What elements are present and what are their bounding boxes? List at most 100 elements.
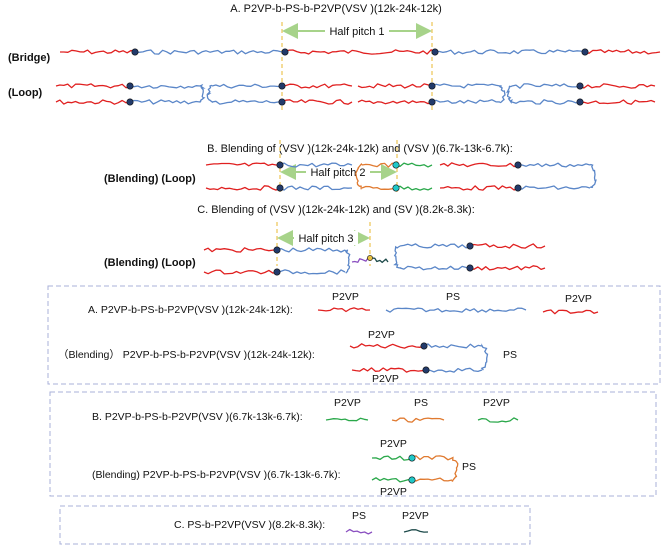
ps-loop-turn (206, 84, 214, 104)
p2vp-block (439, 162, 519, 168)
legend-b-p2vp-right: P2VP (483, 397, 510, 409)
ps-short-block (411, 477, 453, 482)
ps-loop-turn (199, 83, 206, 103)
block-junction (408, 476, 416, 484)
ps-sv-block (351, 257, 369, 263)
legend-b-blending-label: (Blending) P2VP-b-PS-b-P2VP(VSV )(6.7k-1… (92, 469, 341, 481)
legend-c-p2vp: P2VP (402, 510, 429, 522)
block-junction (278, 82, 286, 90)
legend-a-label: A. P2VP-b-PS-b-P2VP(VSV )(12k-24k-12k): (88, 304, 293, 316)
block-junction (514, 184, 522, 192)
block-junction (581, 48, 589, 56)
block-junction (428, 82, 436, 90)
p2vp-block (439, 185, 519, 191)
legend-p2vp-sv-chain (403, 529, 429, 533)
legend-a-p2vp-right: P2VP (565, 293, 592, 305)
legend-box-2 (49, 391, 657, 497)
ps-short-block (361, 185, 397, 190)
ps-loop-turn (451, 456, 459, 482)
ps-block (399, 243, 471, 249)
ps-block (211, 83, 283, 89)
half-pitch-3-label-bg (294, 231, 358, 245)
block-junction (408, 454, 416, 462)
p2vp-short-block (395, 185, 433, 191)
legend-a-blending-label: （Blending） P2VP-b-PS-b-P2VP(VSV )(12k-24… (58, 349, 315, 361)
ps-loop-turn (498, 85, 506, 104)
legend-box-1 (47, 285, 661, 385)
ps-block (431, 83, 501, 89)
block-junction (428, 98, 436, 106)
ps-loop-turn (393, 245, 402, 269)
p2vp-block (60, 49, 136, 55)
loop-label: (Loop) (8, 87, 43, 99)
ps-loop-turn (589, 163, 597, 189)
ps-block (434, 49, 586, 55)
legend-c-label: C. PS-b-P2VP(VSV )(8.2k-8.3k): (174, 519, 325, 531)
legend-c-ps: PS (352, 510, 366, 522)
p2vp-short-block (371, 477, 413, 483)
ps-short-block (411, 455, 453, 461)
p2vp-short-block (395, 162, 433, 168)
legend-p2vp-chain (317, 307, 371, 313)
legend-box-3 (59, 505, 531, 545)
half-pitch-2-label-bg (306, 165, 370, 179)
p2vp-block (205, 185, 281, 191)
block-junction (281, 48, 289, 56)
ps-block (279, 162, 353, 168)
block-junction (576, 98, 584, 106)
legend-3-chains (345, 528, 429, 535)
ps-block (276, 269, 346, 275)
section-b-chains (205, 161, 597, 192)
legend-ps-chain (385, 307, 527, 313)
block-junction (420, 342, 428, 350)
p2vp-block (203, 247, 278, 253)
p2vp-block (284, 49, 361, 55)
ps-block (431, 99, 501, 104)
p2vp-block (281, 83, 353, 89)
p2vp-block (469, 265, 546, 271)
ps-block (518, 162, 591, 168)
legend-b-blend-ps: PS (462, 461, 476, 473)
legend-ps-sv-chain (345, 528, 373, 535)
block-junction (276, 184, 284, 192)
legend-b-label: B. P2VP-b-PS-b-P2VP(VSV )(6.7k-13k-6.7k)… (92, 411, 303, 423)
p2vp-block (55, 83, 131, 89)
p2vp-block (281, 99, 353, 105)
half-pitch-2-label: Half pitch 2 (310, 167, 365, 179)
p2vp-block (357, 83, 433, 89)
p2vp-block (579, 99, 656, 105)
block-junction (466, 242, 474, 250)
ps-loop-turn (506, 85, 513, 104)
legend-a-blend-p2vp-bottom: P2VP (372, 373, 399, 385)
p2vp-block (359, 49, 436, 55)
block-junction (278, 98, 286, 106)
legend-p2vp-short-chain (325, 417, 369, 422)
bridge-label: (Bridge) (8, 52, 51, 64)
block-junction (367, 255, 373, 261)
ps-loop-turn (344, 249, 351, 274)
ps-block (423, 343, 483, 349)
ps-block (517, 185, 591, 190)
legend-p2vp-chain (542, 309, 599, 315)
ps-block (425, 367, 483, 373)
block-junction (392, 184, 400, 192)
section-c-blending-loop-label: (Blending) (Loop) (104, 257, 196, 269)
ps-block (511, 83, 581, 89)
p2vp-block (357, 99, 433, 105)
p2vp-block (203, 269, 278, 275)
legend-a-blend-p2vp-top: P2VP (368, 329, 395, 341)
block-junction (422, 366, 430, 374)
ps-block (129, 99, 201, 105)
half-pitch-3-label: Half pitch 3 (298, 233, 353, 245)
section-c-chains (203, 242, 546, 276)
block-junction (431, 48, 439, 56)
half-pitch-1-label: Half pitch 1 (329, 26, 384, 38)
legend-1-chains (317, 307, 599, 374)
legend-b-p2vp-left: P2VP (334, 397, 361, 409)
legend-ps-short-chain (391, 417, 445, 423)
p2vp-block (55, 99, 131, 105)
ps-block (399, 265, 471, 271)
section-c-title: C. Blending of (VSV )(12k-24k-12k) and (… (197, 204, 475, 216)
block-junction (514, 161, 522, 169)
